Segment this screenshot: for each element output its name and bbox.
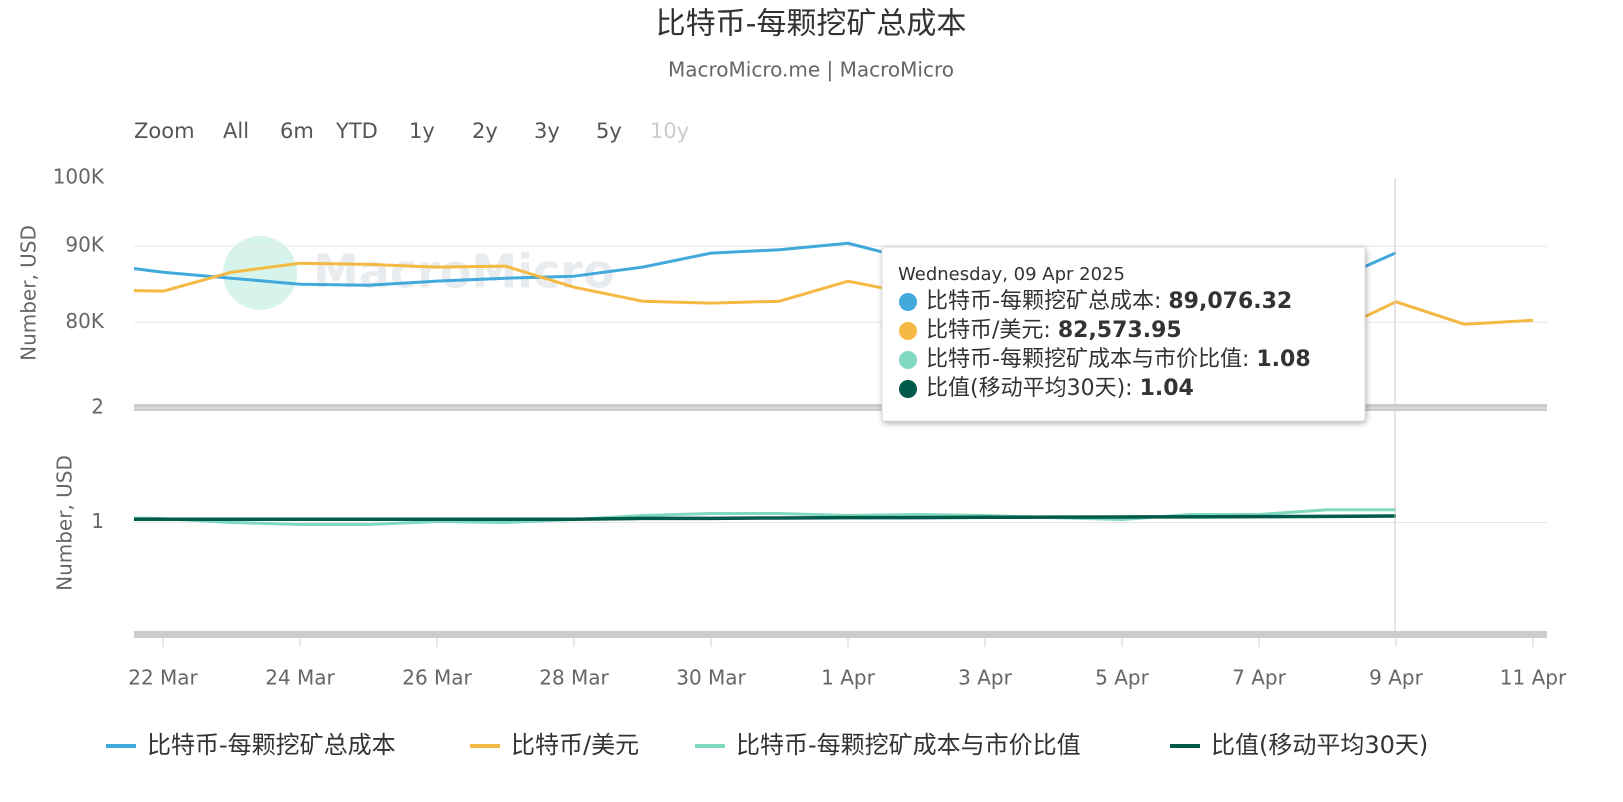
x-tick-label: 30 Mar bbox=[676, 666, 746, 690]
watermark-logo bbox=[223, 236, 297, 310]
y-tick-label: 90K bbox=[65, 233, 104, 257]
range-button: 5y bbox=[596, 119, 622, 143]
pane-separator bbox=[134, 631, 1547, 638]
tooltip-dot bbox=[899, 322, 917, 340]
tooltip-label: 比特币-每颗挖矿总成本: bbox=[926, 289, 1168, 314]
tooltip-value: 1.08 bbox=[1256, 347, 1310, 372]
y2-axis-title: Number, USD bbox=[53, 455, 77, 591]
tooltip-label: 比特币-每颗挖矿成本与市价比值: bbox=[926, 347, 1256, 372]
y-axis-title: Number, USD bbox=[17, 225, 41, 361]
x-tick-label: 3 Apr bbox=[958, 666, 1012, 690]
range-button: 1y bbox=[409, 119, 435, 143]
x-tick-label: 26 Mar bbox=[402, 666, 472, 690]
y2-tick-label: 2 bbox=[91, 395, 104, 419]
series-line bbox=[134, 514, 1397, 521]
watermark: MacroMicro bbox=[313, 245, 614, 299]
tooltip-dot bbox=[899, 380, 917, 398]
y2-tick-label: 1 bbox=[91, 509, 104, 533]
x-tick-label: 28 Mar bbox=[539, 666, 609, 690]
legend-label: 比值(移动平均30天) bbox=[1211, 731, 1428, 759]
tooltip-label: 比值(移动平均30天): bbox=[926, 376, 1140, 401]
chart-subtitle: MacroMicro.me | MacroMicro bbox=[668, 58, 954, 82]
chart-title: 比特币-每颗挖矿总成本 bbox=[656, 7, 967, 42]
x-tick-label: 5 Apr bbox=[1095, 666, 1149, 690]
x-tick-label: 22 Mar bbox=[128, 666, 198, 690]
range-button: YTD bbox=[335, 119, 378, 143]
range-button: 10y bbox=[650, 119, 689, 143]
range-button: 2y bbox=[472, 119, 498, 143]
y-tick-label: 100K bbox=[53, 165, 105, 189]
legend-label: 比特币-每颗挖矿总成本 bbox=[147, 731, 396, 759]
legend-label: 比特币-每颗挖矿成本与市价比值 bbox=[736, 731, 1081, 759]
zoom-label: Zoom bbox=[134, 119, 195, 143]
tooltip-value: 1.04 bbox=[1140, 376, 1194, 401]
legend-label: 比特币/美元 bbox=[511, 731, 639, 759]
range-button: All bbox=[223, 119, 249, 143]
range-button: 6m bbox=[280, 119, 314, 143]
tooltip-row: 比特币-每颗挖矿成本与市价比值: 1.08 bbox=[926, 347, 1311, 372]
tooltip-dot bbox=[899, 351, 917, 369]
tooltip-box bbox=[881, 246, 1366, 422]
x-tick-label: 9 Apr bbox=[1369, 666, 1423, 690]
y-tick-label: 80K bbox=[65, 309, 104, 333]
x-tick-label: 24 Mar bbox=[265, 666, 335, 690]
tooltip: Wednesday, 09 Apr 2025 比特币-每颗挖矿总成本: 89,07… bbox=[881, 246, 1366, 422]
tooltip-row: 比特币-每颗挖矿总成本: 89,076.32 bbox=[926, 289, 1292, 314]
tooltip-label: 比特币/美元: bbox=[926, 318, 1058, 343]
x-tick-label: 11 Apr bbox=[1500, 666, 1567, 690]
tooltip-row: 比特币/美元: 82,573.95 bbox=[926, 318, 1182, 343]
tooltip-value: 82,573.95 bbox=[1058, 318, 1182, 343]
range-button: 3y bbox=[534, 119, 560, 143]
tooltip-row: 比值(移动平均30天): 1.04 bbox=[926, 376, 1194, 401]
tooltip-dot bbox=[899, 293, 917, 311]
x-tick-label: 7 Apr bbox=[1232, 666, 1286, 690]
x-tick-label: 1 Apr bbox=[821, 666, 875, 690]
tooltip-value: 89,076.32 bbox=[1168, 289, 1292, 314]
tooltip-header: Wednesday, 09 Apr 2025 bbox=[898, 264, 1125, 285]
